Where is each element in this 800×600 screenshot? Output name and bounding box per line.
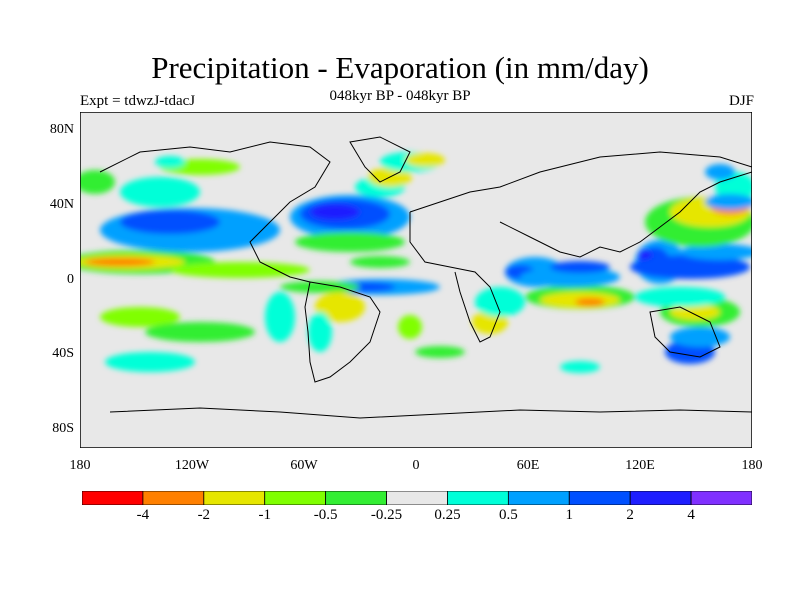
colorbar-swatch [629,491,692,505]
colorbar-swatch [507,491,570,505]
lon-label: 0 [412,458,420,473]
colorbar-label: -4 [136,507,150,523]
lat-label: 40S [52,346,74,361]
lon-label: 180 [741,458,763,473]
colorbar-label: 4 [687,507,695,523]
precip-evap-map [80,112,752,448]
colorbar-label: -1 [258,507,271,523]
colorbar-swatch [690,491,752,505]
colorbar-label: -0.25 [370,507,403,523]
lon-label: 60W [290,458,318,473]
lat-label: 80S [52,421,74,436]
colorbar [82,491,752,505]
lon-label: 60E [516,458,540,473]
lat-label: 80N [49,122,74,137]
lon-label: 120E [625,458,655,473]
colorbar-label: 0.25 [434,507,461,523]
lat-label: 0 [67,272,74,287]
experiment-label: Expt = tdwzJ-tdacJ [80,93,196,109]
lat-label: 40N [49,197,74,212]
colorbar-swatch [325,491,387,505]
colorbar-swatch [568,491,631,505]
colorbar-swatch [82,491,144,505]
map-title: Precipitation - Evaporation (in mm/day) [151,50,649,85]
colorbar-swatch [142,491,205,505]
colorbar-swatch [447,491,509,505]
colorbar-label: 2 [626,507,634,523]
colorbar-label: 0.5 [498,507,518,523]
map-subtitle: 048kyr BP - 048kyr BP [329,88,471,104]
colorbar-label: -2 [197,507,211,523]
colorbar-label: -0.5 [313,507,338,523]
colorbar-label: 1 [565,507,574,523]
colorbar-swatch [386,491,448,505]
colorbar-swatch [203,491,266,505]
season-label: DJF [728,93,754,109]
colorbar-swatch [264,491,327,505]
lon-label: 120W [174,458,210,473]
lon-label: 180 [69,458,91,473]
